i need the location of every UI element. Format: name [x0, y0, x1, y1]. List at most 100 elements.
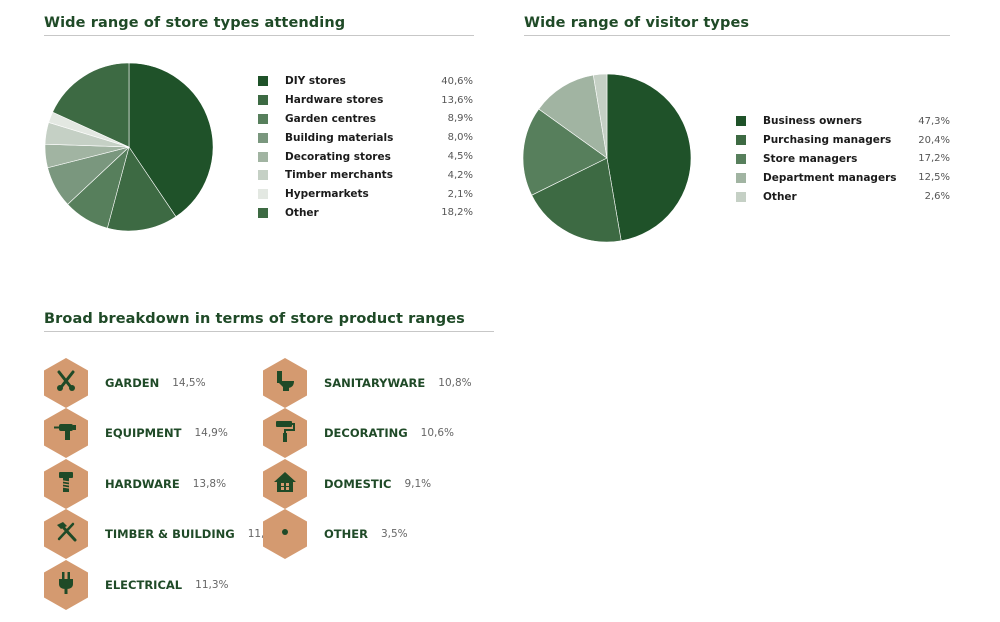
hexagon-badge: [44, 560, 88, 610]
product-label: HARDWARE: [105, 477, 180, 491]
hexagon-badge: [44, 459, 88, 509]
legend-value: 40,6%: [441, 75, 473, 87]
legend-value: 8,9%: [447, 113, 473, 125]
legend-label: Decorating stores: [285, 150, 391, 163]
legend-swatch: [258, 113, 268, 124]
legend-swatch: [258, 132, 268, 143]
visitor-types-legend: Business owners 47,3% Purchasing managers 2…: [736, 112, 950, 206]
hexagon-badge: [263, 358, 307, 408]
product-value: 14,5%: [172, 377, 206, 389]
legend-value: 2,6%: [924, 191, 950, 203]
visitor-type-slice-0: [606, 73, 692, 242]
product-item-sanitaryware: SANITARYWARE 10,8%: [263, 358, 472, 408]
product-value: 10,8%: [438, 377, 472, 389]
legend-label: Hypermarkets: [285, 188, 369, 201]
legend-swatch: [258, 189, 268, 200]
legend-label: Department managers: [763, 171, 897, 184]
product-label: GARDEN: [105, 376, 160, 390]
legend-label: Store managers: [763, 152, 858, 165]
store-type-legend-item: Other 18,2%: [258, 204, 473, 223]
legend-label: DIY stores: [285, 75, 346, 88]
product-value: 10,6%: [420, 427, 455, 439]
hammer-icon: [53, 519, 79, 549]
legend-value: 4,5%: [447, 151, 473, 163]
legend-label: Hardware stores: [285, 94, 384, 107]
hexagon-badge: [263, 509, 307, 559]
store-type-legend-item: Garden centres 8,9%: [258, 110, 473, 129]
store-types-pie-chart: [44, 62, 214, 232]
legend-label: Other: [285, 206, 319, 219]
legend-value: 8,0%: [447, 132, 473, 144]
product-item-garden: GARDEN 14,5%: [44, 358, 206, 408]
legend-label: Business owners: [763, 115, 863, 128]
legend-swatch: [736, 116, 746, 127]
legend-value: 2,1%: [447, 188, 473, 200]
legend-swatch: [258, 76, 268, 87]
store-type-legend-item: Hypermarkets 2,1%: [258, 185, 473, 204]
visitor-type-slice-2: [522, 108, 608, 196]
store-type-legend-item: Decorating stores 4,5%: [258, 147, 473, 166]
hexagon-badge: [44, 408, 88, 458]
legend-label: Garden centres: [285, 112, 377, 125]
visitor-type-slice-3: [538, 74, 608, 159]
product-ranges-title: Broad breakdown in terms of store produc…: [44, 311, 494, 332]
visitor-type-legend-item: Business owners 47,3%: [736, 112, 950, 131]
visitor-type-legend-item: Purchasing managers 20,4%: [736, 131, 950, 150]
power-drill-icon: [53, 418, 79, 448]
legend-label: Purchasing managers: [763, 134, 892, 147]
hexagon-badge: [263, 459, 307, 509]
legend-label: Building materials: [285, 131, 394, 144]
legend-swatch: [736, 191, 746, 202]
legend-value: 47,3%: [918, 115, 950, 127]
product-label: SANITARYWARE: [324, 376, 426, 390]
product-label: ELECTRICAL: [105, 578, 183, 592]
hexagon-badge: [44, 509, 88, 559]
toilet-icon: [272, 368, 298, 398]
product-item-equipment: EQUIPMENT 14,9%: [44, 408, 228, 458]
product-label: OTHER: [324, 527, 368, 541]
product-value: 13,8%: [192, 478, 227, 490]
store-type-legend-item: DIY stores 40,6%: [258, 72, 473, 91]
legend-value: 18,2%: [441, 207, 473, 219]
legend-swatch: [736, 135, 746, 146]
product-label: DECORATING: [324, 426, 408, 440]
house-icon: [272, 469, 298, 499]
legend-swatch: [258, 95, 268, 106]
paint-roller-icon: [272, 418, 298, 448]
store-type-slice-0: [128, 62, 214, 218]
dot-icon: [272, 519, 298, 549]
legend-swatch: [736, 153, 746, 164]
product-label: EQUIPMENT: [105, 426, 182, 440]
pruning-shears-icon: [53, 368, 79, 398]
legend-value: 17,2%: [918, 153, 950, 165]
store-type-slice-7: [52, 62, 130, 148]
store-type-legend-item: Hardware stores 13,6%: [258, 91, 473, 110]
store-type-legend-item: Timber merchants 4,2%: [258, 166, 473, 185]
legend-value: 4,2%: [447, 169, 473, 181]
visitor-types-title: Wide range of visitor types: [524, 15, 950, 36]
legend-value: 20,4%: [918, 134, 950, 146]
product-value: 11,3%: [195, 579, 229, 591]
product-label: TIMBER & BUILDING: [105, 527, 235, 541]
visitor-types-pie-chart: [522, 73, 692, 243]
screw-icon: [53, 469, 79, 499]
legend-swatch: [258, 207, 268, 218]
product-item-hardware: HARDWARE 13,8%: [44, 459, 226, 509]
plug-icon: [53, 570, 79, 600]
product-item-electrical: ELECTRICAL 11,3%: [44, 560, 229, 610]
legend-value: 12,5%: [918, 172, 950, 184]
product-value: 9,1%: [404, 478, 432, 490]
product-item-other: OTHER 3,5%: [263, 509, 408, 559]
hexagon-badge: [263, 408, 307, 458]
store-type-slice-1: [106, 146, 177, 232]
product-item-timber-building: TIMBER & BUILDING 11,7%: [44, 509, 281, 559]
store-type-legend-item: Building materials 8,0%: [258, 128, 473, 147]
legend-swatch: [258, 170, 268, 181]
visitor-type-legend-item: Other 2,6%: [736, 187, 950, 206]
visitor-type-legend-item: Store managers 17,2%: [736, 150, 950, 169]
store-types-title: Wide range of store types attending: [44, 15, 474, 36]
hexagon-badge: [44, 358, 88, 408]
visitor-type-slice-4: [592, 73, 608, 159]
store-types-legend: DIY stores 40,6% Hardware stores 13,6% Garde…: [258, 72, 473, 222]
legend-swatch: [258, 151, 268, 162]
